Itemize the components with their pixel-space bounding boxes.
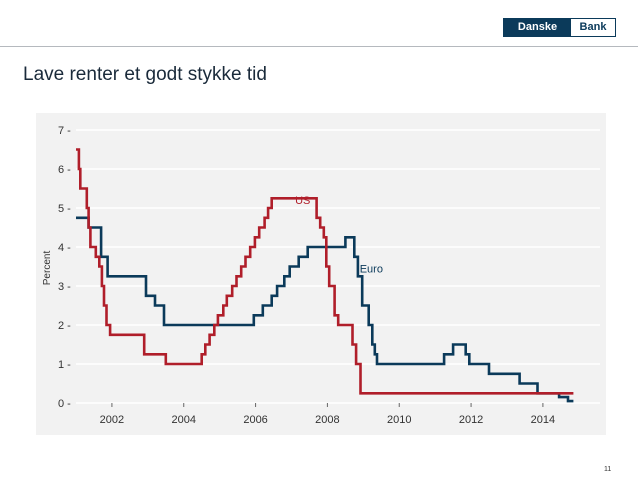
x-tick-label: 2014 [531, 414, 555, 426]
x-tick-label: 2012 [459, 414, 483, 426]
y-tick-label: 7 - [58, 125, 71, 137]
page-number: 11 [604, 466, 612, 473]
y-tick-label: 3 - [58, 281, 71, 293]
x-tick-label: 2008 [315, 414, 339, 426]
page-title: Lave renter et godt stykke tid [23, 64, 267, 85]
series-lines: US Euro [76, 148, 574, 403]
x-tick-label: 2010 [387, 414, 411, 426]
y-tick-label: 6 - [58, 164, 71, 176]
y-axis-label: Percent [42, 251, 53, 286]
series-label-euro: Euro [360, 263, 383, 275]
x-tick-label: 2004 [172, 414, 196, 426]
y-tick-label: 0 - [58, 398, 71, 410]
y-tick-label: 5 - [58, 203, 71, 215]
header-divider [0, 46, 638, 47]
x-axis-ticks: 2002 2004 2006 2008 2010 2012 2014 [100, 403, 555, 426]
series-line-euro [76, 216, 574, 403]
series-line-us [76, 148, 574, 395]
y-tick-label: 1 - [58, 359, 71, 371]
y-tick-label: 2 - [58, 320, 71, 332]
logo-right-text: Bank [571, 19, 615, 36]
plot-background [36, 113, 606, 435]
y-axis-ticks: 0 - 1 - 2 - 3 - 4 - 5 - 6 - 7 - [58, 125, 71, 410]
y-tick-label: 4 - [58, 242, 71, 254]
series-label-us: US [295, 195, 310, 207]
logo-left-text: Danske [504, 19, 571, 36]
x-tick-label: 2006 [243, 414, 267, 426]
x-tick-label: 2002 [100, 414, 124, 426]
danske-bank-logo: Danske Bank [503, 18, 616, 37]
